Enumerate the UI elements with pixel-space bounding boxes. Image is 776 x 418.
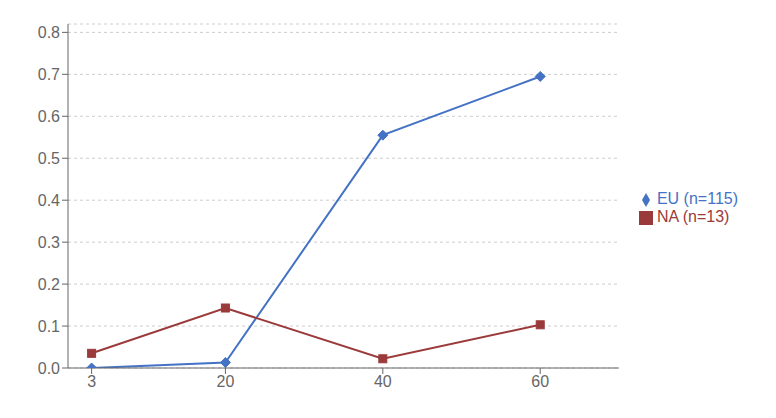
- svg-text:0.0: 0.0: [38, 360, 60, 377]
- svg-text:0.8: 0.8: [38, 24, 60, 41]
- svg-text:0.1: 0.1: [38, 318, 60, 335]
- svg-text:0.4: 0.4: [38, 192, 60, 209]
- svg-text:0.6: 0.6: [38, 108, 60, 125]
- svg-text:3: 3: [87, 373, 96, 390]
- svg-text:40: 40: [374, 373, 392, 390]
- svg-text:0.7: 0.7: [38, 66, 60, 83]
- svg-text:60: 60: [531, 373, 549, 390]
- svg-text:0.3: 0.3: [38, 234, 60, 251]
- svg-text:20: 20: [217, 373, 235, 390]
- html-text:EU (n=115): EU (n=115): [656, 190, 738, 207]
- svg-text:0.5: 0.5: [38, 150, 60, 167]
- svg-text:0.2: 0.2: [38, 276, 60, 293]
- html-text:NA (n=13): NA (n=13): [656, 208, 730, 225]
